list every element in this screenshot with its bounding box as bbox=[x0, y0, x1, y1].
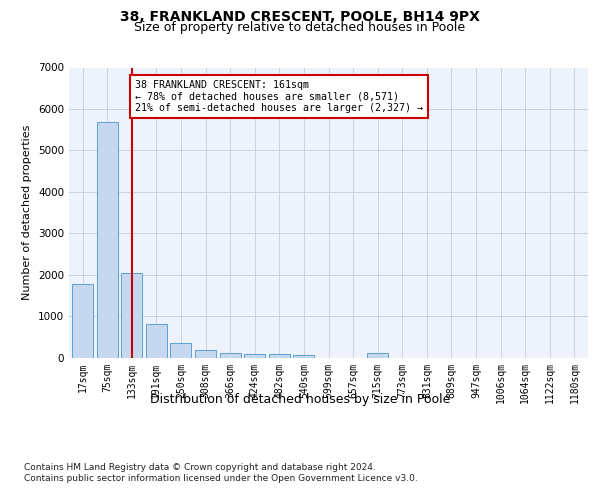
Bar bbox=[146, 324, 167, 358]
Bar bbox=[293, 355, 314, 358]
Text: Contains public sector information licensed under the Open Government Licence v3: Contains public sector information licen… bbox=[24, 474, 418, 483]
Text: 38 FRANKLAND CRESCENT: 161sqm
← 78% of detached houses are smaller (8,571)
21% o: 38 FRANKLAND CRESCENT: 161sqm ← 78% of d… bbox=[136, 80, 424, 113]
Bar bbox=[121, 274, 142, 357]
Bar bbox=[220, 353, 241, 358]
Bar bbox=[195, 350, 216, 358]
Text: 38, FRANKLAND CRESCENT, POOLE, BH14 9PX: 38, FRANKLAND CRESCENT, POOLE, BH14 9PX bbox=[120, 10, 480, 24]
Bar bbox=[244, 354, 265, 358]
Bar bbox=[170, 344, 191, 357]
Text: Contains HM Land Registry data © Crown copyright and database right 2024.: Contains HM Land Registry data © Crown c… bbox=[24, 462, 376, 471]
Bar bbox=[269, 354, 290, 358]
Y-axis label: Number of detached properties: Number of detached properties bbox=[22, 125, 32, 300]
Text: Distribution of detached houses by size in Poole: Distribution of detached houses by size … bbox=[150, 392, 450, 406]
Bar bbox=[367, 354, 388, 358]
Bar bbox=[97, 122, 118, 358]
Bar bbox=[72, 284, 93, 358]
Text: Size of property relative to detached houses in Poole: Size of property relative to detached ho… bbox=[134, 22, 466, 35]
